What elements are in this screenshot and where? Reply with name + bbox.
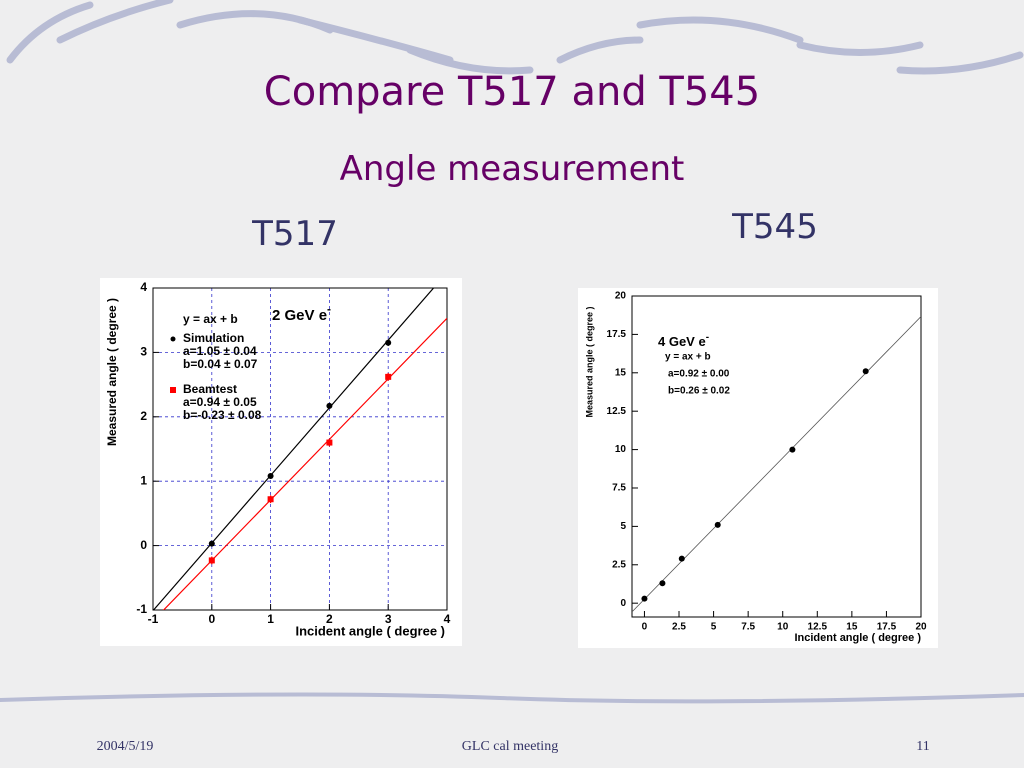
subtitle: Angle measurement	[340, 149, 685, 189]
footer-event: GLC cal meeting	[462, 739, 558, 754]
point	[385, 339, 392, 346]
y-tick-label: 7.5	[612, 483, 626, 494]
footer-date: 2004/5/19	[97, 739, 154, 754]
chart-panel	[578, 288, 938, 648]
title: Compare T517 and T545	[264, 69, 760, 115]
x-tick-label: 4	[444, 612, 451, 626]
fit-formula: y = ax + b	[665, 352, 711, 363]
x-tick-label: 17.5	[877, 622, 897, 633]
heading: T517	[251, 214, 338, 254]
y-tick-label: 0	[620, 598, 626, 609]
point	[385, 373, 392, 380]
chart-panel	[100, 278, 462, 646]
annotation: 2 GeV e-	[272, 302, 331, 324]
legend-label: Beamtest	[183, 382, 237, 396]
point	[208, 557, 215, 564]
plot-frame	[631, 295, 922, 618]
fit-label: a=0.94 ± 0.05	[183, 395, 257, 409]
fit-formula: y = ax + b	[183, 312, 238, 326]
fit-label: a=0.92 ± 0.00	[668, 369, 730, 380]
y-tick-label: -1	[136, 602, 147, 616]
x-tick-label: 10	[777, 622, 789, 633]
plot-area	[632, 316, 921, 613]
point	[326, 439, 333, 446]
x-tick-label: 12.5	[808, 622, 828, 633]
annotation: 4 GeV e-	[658, 332, 709, 350]
y-axis-label: Measured angle ( degree )	[584, 306, 594, 417]
x-tick-label: 5	[711, 622, 717, 633]
y-tick-label: 17.5	[607, 329, 627, 340]
point	[267, 496, 274, 503]
heading: T545	[731, 207, 818, 247]
x-tick-label: 2.5	[672, 622, 686, 633]
fit-label: a=1.05 ± 0.04	[183, 344, 257, 358]
point	[267, 473, 274, 480]
fit-line	[632, 316, 921, 613]
y-tick-label: 4	[140, 280, 147, 294]
fit-line	[153, 288, 435, 610]
y-axis-label: Measured angle ( degree )	[105, 298, 119, 446]
y-tick-label: 5	[620, 521, 626, 532]
point	[326, 402, 333, 409]
fit-label: b=0.04 ± 0.07	[183, 357, 258, 371]
fit-line	[162, 317, 447, 610]
point	[789, 446, 796, 453]
y-tick-label: 2	[140, 409, 147, 423]
fit-label: b=0.26 ± 0.02	[668, 386, 730, 397]
x-tick-label: 15	[846, 622, 858, 633]
point	[862, 368, 869, 375]
x-tick-label: 0	[208, 612, 215, 626]
decoration	[0, 0, 1024, 704]
y-tick-label: 10	[615, 444, 627, 455]
point	[678, 555, 685, 562]
point	[641, 595, 648, 602]
x-tick-label: -1	[148, 612, 159, 626]
legend-label: Simulation	[183, 331, 244, 345]
point	[659, 580, 666, 587]
plot-frame	[152, 287, 448, 611]
y-tick-label: 15	[615, 367, 627, 378]
footer-page: 11	[916, 739, 929, 754]
legend-marker	[170, 336, 176, 342]
y-tick-label: 3	[140, 345, 147, 359]
point	[208, 540, 215, 547]
y-tick-label: 2.5	[612, 559, 626, 570]
y-tick-label: 12.5	[607, 406, 627, 417]
y-tick-label: 1	[140, 473, 147, 487]
y-tick-label: 20	[615, 291, 627, 302]
plot-area	[153, 288, 447, 610]
fit-label: b=-0.23 ± 0.08	[183, 408, 262, 422]
x-tick-label: 1	[267, 612, 274, 626]
x-tick-label: 7.5	[741, 622, 755, 633]
x-tick-label: 2	[326, 612, 333, 626]
x-axis-label: Incident angle ( degree )	[794, 632, 921, 644]
legend-marker	[170, 387, 176, 393]
x-tick-label: 3	[385, 612, 392, 626]
x-tick-label: 0	[642, 622, 648, 633]
y-tick-label: 0	[140, 538, 147, 552]
x-tick-label: 20	[915, 622, 927, 633]
x-axis-label: Incident angle ( degree )	[295, 623, 445, 638]
point	[714, 521, 721, 528]
